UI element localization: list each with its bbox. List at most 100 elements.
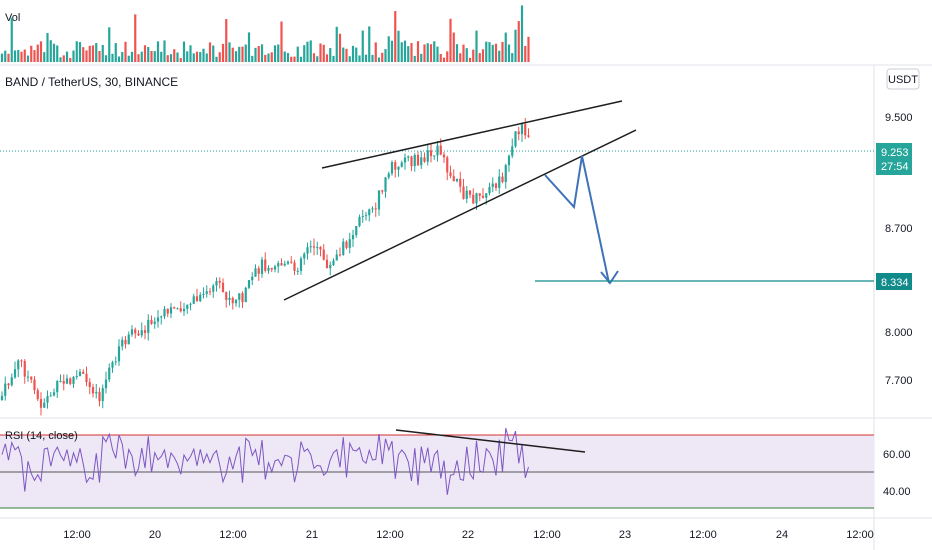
candle-body bbox=[72, 376, 75, 384]
projected-breakdown-path[interactable] bbox=[544, 155, 610, 284]
volume-bar bbox=[381, 52, 384, 62]
candle-body bbox=[17, 360, 20, 370]
candle-body bbox=[234, 299, 238, 304]
candle-body bbox=[140, 330, 143, 336]
candle-body bbox=[377, 190, 381, 210]
volume-bar bbox=[95, 43, 98, 62]
currency-badge[interactable]: USDT bbox=[886, 68, 920, 90]
wedge-lower-trendline[interactable] bbox=[283, 129, 637, 301]
volume-bar bbox=[104, 55, 108, 62]
candle-body bbox=[108, 367, 111, 380]
current-price-value: 9.253 bbox=[881, 147, 909, 159]
volume-bar bbox=[147, 47, 150, 62]
volume-bar bbox=[507, 44, 511, 62]
rsi-divergence-line[interactable] bbox=[395, 429, 586, 453]
volume-bar bbox=[442, 57, 446, 62]
volume-bar bbox=[283, 51, 286, 62]
volume-bar bbox=[485, 41, 488, 62]
volume-bar bbox=[169, 54, 173, 62]
volume-bar bbox=[387, 36, 390, 62]
volume-bar bbox=[179, 57, 182, 62]
candle-body bbox=[481, 195, 485, 198]
wedge-upper-trendline[interactable] bbox=[321, 100, 623, 169]
time-tick: 24 bbox=[776, 529, 788, 541]
volume-bar bbox=[465, 48, 468, 62]
volume-bar bbox=[56, 45, 59, 62]
volume-bar bbox=[121, 52, 124, 62]
volume-bar bbox=[303, 45, 306, 62]
candle-body bbox=[160, 316, 163, 318]
time-tick: 12:00 bbox=[219, 529, 247, 541]
time-tick: 12:00 bbox=[533, 529, 561, 541]
candle-body bbox=[384, 177, 387, 192]
candle-body bbox=[436, 145, 439, 156]
candle-body bbox=[88, 382, 91, 388]
volume-bar bbox=[20, 51, 23, 62]
volume-bar bbox=[111, 53, 114, 62]
volume-bar bbox=[416, 41, 420, 62]
volume-bar bbox=[371, 54, 374, 62]
candle-body bbox=[325, 259, 329, 269]
symbol-title: BAND / TetherUS, 30, BINANCE bbox=[5, 75, 178, 89]
candle-body bbox=[179, 308, 182, 312]
candle-body bbox=[124, 339, 127, 345]
candle-body bbox=[374, 208, 377, 210]
current-price-tag: 9.253 27:54 bbox=[876, 143, 912, 175]
candle-body bbox=[364, 215, 368, 217]
volume-bar bbox=[160, 51, 163, 62]
price-tick: 7.700 bbox=[885, 375, 913, 387]
volume-bar bbox=[140, 51, 143, 62]
volume-bar bbox=[0, 53, 4, 62]
candle-body bbox=[13, 369, 17, 378]
volume-bar bbox=[277, 44, 280, 62]
candle-body bbox=[312, 246, 316, 248]
time-tick: 20 bbox=[149, 529, 161, 541]
candle-body bbox=[205, 291, 208, 294]
candle-body bbox=[173, 307, 176, 309]
volume-bar bbox=[52, 43, 56, 62]
volume-bar bbox=[221, 43, 225, 62]
candle-body bbox=[20, 360, 23, 362]
candle-body bbox=[75, 375, 78, 377]
candle-body bbox=[244, 287, 247, 303]
candle-body bbox=[147, 319, 150, 333]
volume-bar bbox=[361, 30, 364, 62]
candle-body bbox=[335, 254, 338, 261]
candle-body bbox=[117, 346, 121, 362]
candle-body bbox=[468, 190, 472, 195]
volume-bar bbox=[299, 56, 303, 62]
time-axis: 12:00 20 12:00 21 12:00 22 12:00 23 12:0… bbox=[63, 529, 874, 541]
candle-body bbox=[208, 291, 212, 293]
candle-body bbox=[221, 282, 225, 293]
candle-body bbox=[465, 190, 468, 199]
candle-body bbox=[98, 391, 101, 402]
candle-body bbox=[43, 402, 46, 408]
volume-bar bbox=[124, 41, 127, 62]
rsi-label: RSI (14, close) bbox=[5, 430, 78, 442]
volume-bar bbox=[293, 56, 296, 62]
candle-body bbox=[293, 262, 296, 271]
volume-bar bbox=[413, 55, 416, 62]
volume-bar bbox=[355, 47, 358, 62]
candle-body bbox=[407, 156, 410, 158]
volume-bar bbox=[163, 40, 166, 62]
volume-bar bbox=[173, 49, 176, 62]
candle-body bbox=[338, 254, 342, 256]
volume-bar bbox=[49, 40, 52, 62]
candle-body bbox=[176, 308, 179, 310]
volume-bar bbox=[517, 21, 520, 62]
candle-body bbox=[403, 157, 407, 163]
candle-body bbox=[394, 162, 397, 170]
time-tick: 12:00 bbox=[689, 529, 717, 541]
rsi-tick: 40.00 bbox=[883, 486, 911, 498]
candle-body bbox=[296, 270, 299, 272]
volume-bar bbox=[400, 42, 403, 62]
candle-body bbox=[218, 280, 221, 283]
candle-body bbox=[472, 194, 475, 204]
volume-bar bbox=[23, 49, 26, 62]
volume-bar bbox=[338, 33, 342, 62]
volume-bar bbox=[364, 54, 368, 62]
candle-body bbox=[303, 253, 306, 259]
target-price-value: 8.334 bbox=[881, 277, 909, 289]
